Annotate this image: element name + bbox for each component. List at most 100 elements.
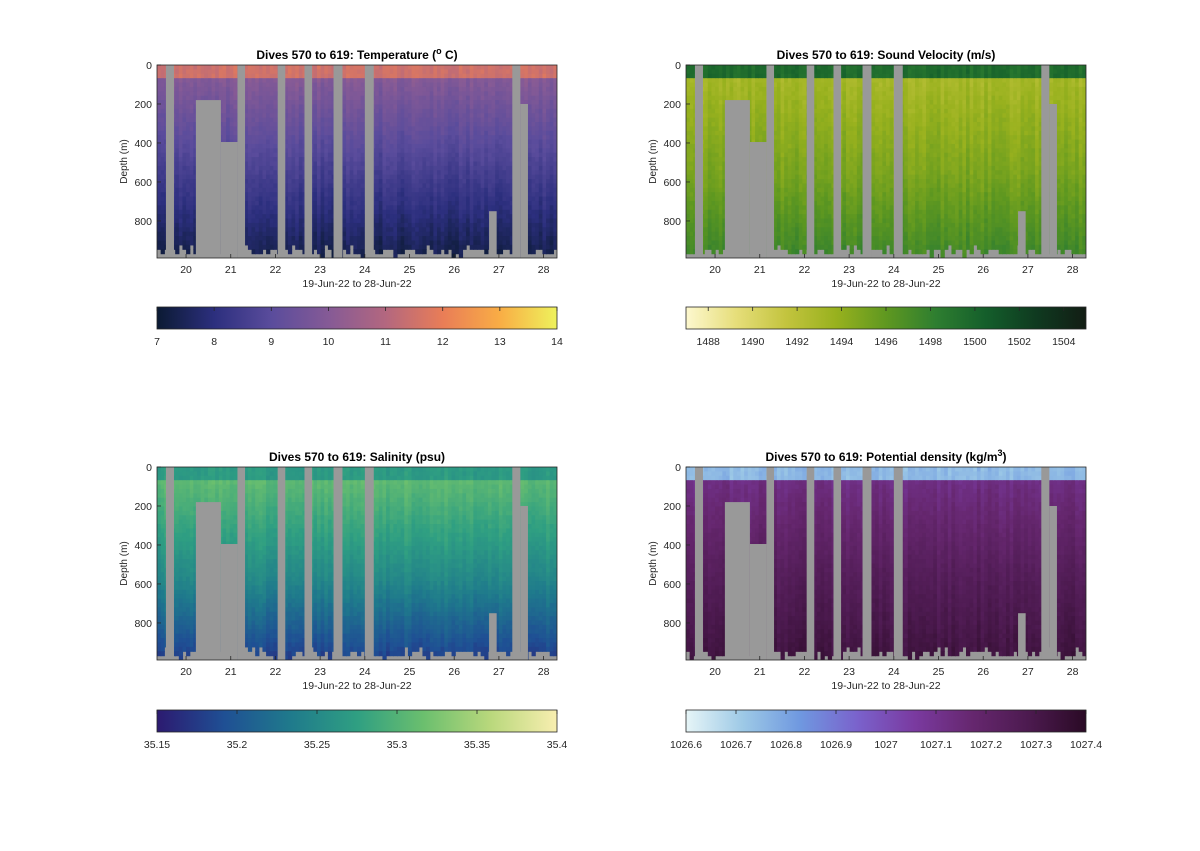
heatmap-cell: [426, 139, 431, 145]
heatmap-cell: [520, 100, 525, 106]
heatmap-cell: [342, 117, 347, 123]
heatmap-cell: [535, 95, 540, 101]
heatmap-cell: [389, 214, 394, 220]
heatmap-cell: [553, 209, 557, 215]
heatmap-cell: [411, 113, 416, 119]
heatmap-cell: [498, 117, 504, 123]
heatmap-cell: [484, 227, 489, 233]
heatmap-cell: [506, 192, 511, 198]
heatmap-cell: [182, 65, 187, 70]
heatmap-cell: [269, 165, 274, 171]
heatmap-cell: [393, 104, 398, 110]
heatmap-cell: [349, 231, 354, 237]
heatmap-cell: [298, 214, 304, 220]
heatmap-cell: [422, 187, 427, 193]
heatmap-cell: [437, 214, 442, 220]
heatmap-cell: [247, 222, 253, 228]
heatmap-cell: [317, 95, 322, 101]
heatmap-cell: [538, 139, 544, 145]
heatmap-cell: [473, 179, 478, 185]
heatmap-cell: [553, 183, 557, 189]
heatmap-cell: [462, 95, 467, 101]
heatmap-cell: [382, 78, 387, 84]
data-gap-block: [220, 142, 238, 258]
heatmap-cell: [484, 135, 489, 141]
heatmap-cell: [389, 104, 394, 110]
heatmap-cell: [222, 113, 227, 119]
heatmap-cell: [546, 148, 551, 154]
heatmap-cell: [418, 148, 424, 154]
heatmap-cell: [298, 108, 304, 114]
heatmap-cell: [258, 113, 264, 119]
heatmap-cell: [531, 170, 536, 176]
heatmap-cell: [411, 157, 416, 163]
heatmap-cell: [233, 82, 238, 88]
heatmap-cell: [382, 209, 387, 215]
heatmap-cell: [404, 165, 409, 171]
heatmap-cell: [178, 126, 184, 132]
heatmap-cell: [393, 231, 398, 237]
heatmap-cell: [229, 86, 234, 92]
heatmap-cell: [506, 231, 511, 237]
heatmap-cell: [266, 196, 271, 202]
heatmap-cell: [189, 148, 194, 154]
heatmap-cell: [178, 135, 184, 141]
heatmap-cell: [342, 231, 347, 237]
heatmap-cell: [498, 209, 504, 215]
heatmap-cell: [273, 143, 278, 149]
heatmap-cell: [531, 209, 536, 215]
heatmap-cell: [553, 135, 557, 141]
heatmap-cell: [440, 73, 445, 79]
heatmap-cell: [193, 196, 198, 202]
heatmap-cell: [175, 152, 180, 158]
heatmap-cell: [506, 126, 511, 132]
heatmap-cell: [506, 135, 511, 141]
heatmap-cell: [433, 205, 438, 211]
heatmap-cell: [266, 143, 271, 149]
heatmap-cell: [433, 78, 438, 84]
heatmap-cell: [495, 148, 500, 154]
heatmap-cell: [495, 200, 500, 206]
heatmap-cell: [251, 222, 256, 228]
heatmap-cell: [324, 227, 329, 233]
heatmap-cell: [407, 130, 413, 136]
heatmap-cell: [193, 100, 198, 106]
heatmap-cell: [313, 122, 318, 128]
heatmap-cell: [386, 104, 391, 110]
heatmap-cell: [397, 183, 402, 189]
heatmap-cell: [273, 174, 278, 180]
heatmap-cell: [404, 143, 409, 149]
heatmap-cell: [378, 126, 384, 132]
heatmap-cell: [313, 218, 318, 224]
y-tick-label: 800: [134, 216, 152, 228]
heatmap-cell: [295, 117, 300, 123]
heatmap-cell: [491, 108, 496, 114]
heatmap-cell: [466, 196, 471, 202]
heatmap-cell: [418, 139, 424, 145]
heatmap-cell: [502, 78, 507, 84]
heatmap-cell: [313, 73, 318, 79]
heatmap-cell: [346, 157, 351, 163]
heatmap-cell: [157, 165, 162, 171]
heatmap-cell: [317, 174, 322, 180]
heatmap-cell: [291, 236, 296, 242]
heatmap-cell: [458, 157, 464, 163]
heatmap-cell: [527, 179, 533, 185]
heatmap-cell: [553, 73, 557, 79]
heatmap-cell: [415, 95, 420, 101]
heatmap-cell: [266, 73, 271, 79]
heatmap-cell: [447, 179, 453, 185]
heatmap-cell: [317, 165, 322, 171]
heatmap-cell: [469, 227, 474, 233]
heatmap-cell: [324, 104, 329, 110]
heatmap-cell: [186, 143, 191, 149]
heatmap-cell: [291, 214, 296, 220]
heatmap-cell: [320, 196, 325, 202]
heatmap-cell: [382, 192, 387, 198]
heatmap-cell: [418, 179, 424, 185]
heatmap-cell: [317, 244, 322, 250]
heatmap-cell: [480, 227, 485, 233]
heatmap-cell: [451, 100, 456, 106]
heatmap-cell: [262, 113, 267, 119]
heatmap-cell: [182, 222, 187, 228]
